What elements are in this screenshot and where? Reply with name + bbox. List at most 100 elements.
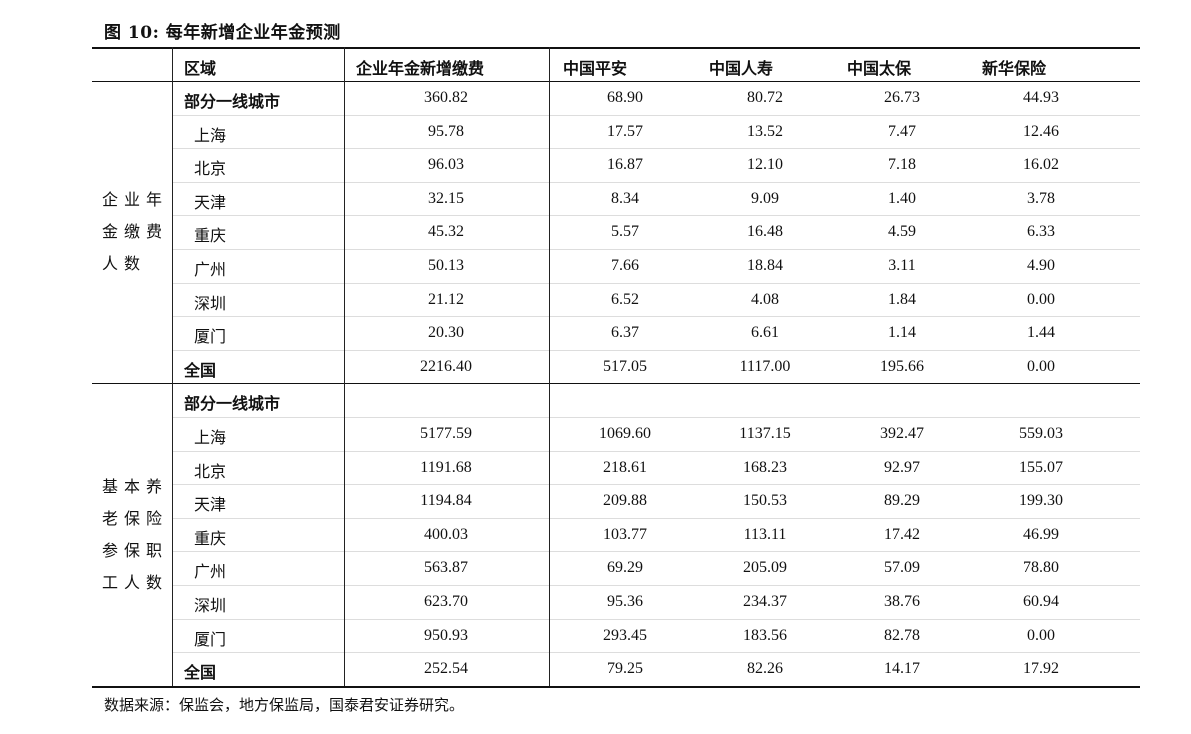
table-cell: 1.44 [1027, 324, 1055, 342]
source-note: 数据来源：保监会，地方保监局，国泰君安证券研究。 [104, 696, 465, 714]
row-divider [172, 148, 1140, 150]
header-rule [92, 81, 1140, 82]
row-divider [172, 114, 1140, 116]
row-divider [172, 517, 1140, 519]
table-cell: 195.66 [880, 357, 924, 375]
table-cell: 623.70 [424, 593, 468, 610]
table-cell: 1117.00 [739, 357, 791, 375]
table-cell: 1069.60 [599, 425, 651, 442]
row-divider [172, 450, 1140, 452]
table-cell: 1194.84 [420, 492, 472, 510]
region-label: 厦门 [194, 629, 227, 649]
table-cell: 0.00 [1027, 626, 1055, 644]
table-cell: 360.82 [424, 89, 468, 106]
table-cell: 12.10 [747, 156, 783, 174]
column-header: 中国太保 [847, 59, 912, 78]
table-cell: 563.87 [424, 559, 468, 577]
table-cell: 209.88 [603, 492, 647, 510]
table-cell: 12.46 [1023, 122, 1059, 140]
table-cell: 45.32 [428, 223, 464, 241]
table-cell: 78.80 [1023, 559, 1059, 577]
group-label-line: 参保职 [102, 540, 169, 560]
table-cell: 17.42 [884, 525, 920, 543]
table-cell: 8.34 [611, 189, 639, 207]
table-cell: 44.93 [1023, 89, 1059, 106]
table-cell: 6.52 [611, 290, 639, 308]
table-cell: 32.15 [428, 189, 464, 207]
group-label-line: 老保险 [102, 508, 169, 528]
group-label: 基本养 老保险 参保职 工人数 [102, 471, 172, 599]
row-divider [172, 316, 1140, 318]
group-label-line: 企业年 [102, 190, 169, 210]
row-divider [172, 181, 1140, 183]
table-cell: 17.57 [607, 122, 643, 140]
region-label: 广州 [194, 260, 227, 279]
region-label: 厦门 [194, 327, 227, 347]
group-label-line: 人数 [102, 254, 147, 274]
table-cell: 79.25 [607, 660, 643, 678]
table-cell: 95.78 [428, 122, 464, 140]
table-cell: 17.92 [1023, 660, 1059, 678]
region-label: 北京 [194, 461, 227, 481]
table-cell: 80.72 [747, 89, 783, 106]
group-label: 企业年 金缴费 人数 [102, 184, 172, 280]
table-cell: 1.84 [888, 290, 916, 308]
table-cell: 18.84 [747, 257, 783, 274]
region-label: 广州 [194, 562, 227, 582]
region-label: 上海 [194, 125, 227, 145]
table-cell: 60.94 [1023, 593, 1059, 610]
region-label: 全国 [184, 360, 217, 380]
table-cell: 82.26 [747, 660, 783, 678]
table-cell: 3.78 [1027, 189, 1055, 207]
column-header: 新华保险 [982, 59, 1047, 78]
table-cell: 82.78 [884, 626, 920, 644]
table-cell: 21.12 [428, 290, 464, 308]
region-label: 天津 [194, 495, 227, 515]
table-cell: 5.57 [611, 223, 639, 241]
group-label-line: 金缴费 [102, 222, 169, 242]
table-cell: 950.93 [424, 626, 468, 644]
table-cell: 96.03 [428, 156, 464, 174]
table-cell: 559.03 [1019, 425, 1063, 442]
region-label: 北京 [194, 159, 227, 179]
table-cell: 392.47 [880, 425, 924, 442]
top-rule [92, 47, 1140, 49]
table-cell: 20.30 [428, 324, 464, 342]
table-cell: 2216.40 [420, 357, 472, 375]
table-cell: 7.18 [888, 156, 916, 174]
table-cell: 155.07 [1019, 458, 1063, 476]
region-label: 全国 [184, 663, 217, 683]
table-cell: 4.90 [1027, 257, 1055, 274]
table-cell: 4.08 [751, 290, 779, 308]
table-cell: 4.59 [888, 223, 916, 241]
table-cell: 3.11 [888, 257, 916, 274]
row-divider [172, 484, 1140, 486]
row-divider [172, 551, 1140, 553]
region-label: 重庆 [194, 528, 227, 548]
table-cell: 6.33 [1027, 223, 1055, 241]
row-divider [172, 249, 1140, 250]
table-cell: 168.23 [743, 458, 787, 476]
table-cell: 1137.15 [739, 425, 791, 442]
table-cell: 0.00 [1027, 290, 1055, 308]
table-cell: 218.61 [603, 458, 647, 476]
row-divider [172, 618, 1140, 620]
table-cell: 199.30 [1019, 492, 1063, 510]
table-cell: 89.29 [884, 492, 920, 510]
group-label-line: 工人数 [102, 572, 169, 592]
table-cell: 9.09 [751, 189, 779, 207]
table-cell: 57.09 [884, 559, 920, 577]
region-label: 上海 [194, 428, 227, 447]
table-cell: 113.11 [743, 525, 787, 543]
table-cell: 150.53 [743, 492, 787, 510]
table-cell: 517.05 [603, 357, 647, 375]
table-cell: 16.02 [1023, 156, 1059, 174]
table-cell: 6.37 [611, 324, 639, 342]
table-cell: 69.29 [607, 559, 643, 577]
table-cell: 13.52 [747, 122, 783, 140]
table-cell: 103.77 [603, 525, 647, 543]
table-cell: 400.03 [424, 525, 468, 543]
table-cell: 1.40 [888, 189, 916, 207]
column-divider [549, 47, 550, 686]
table-cell: 50.13 [428, 257, 464, 274]
